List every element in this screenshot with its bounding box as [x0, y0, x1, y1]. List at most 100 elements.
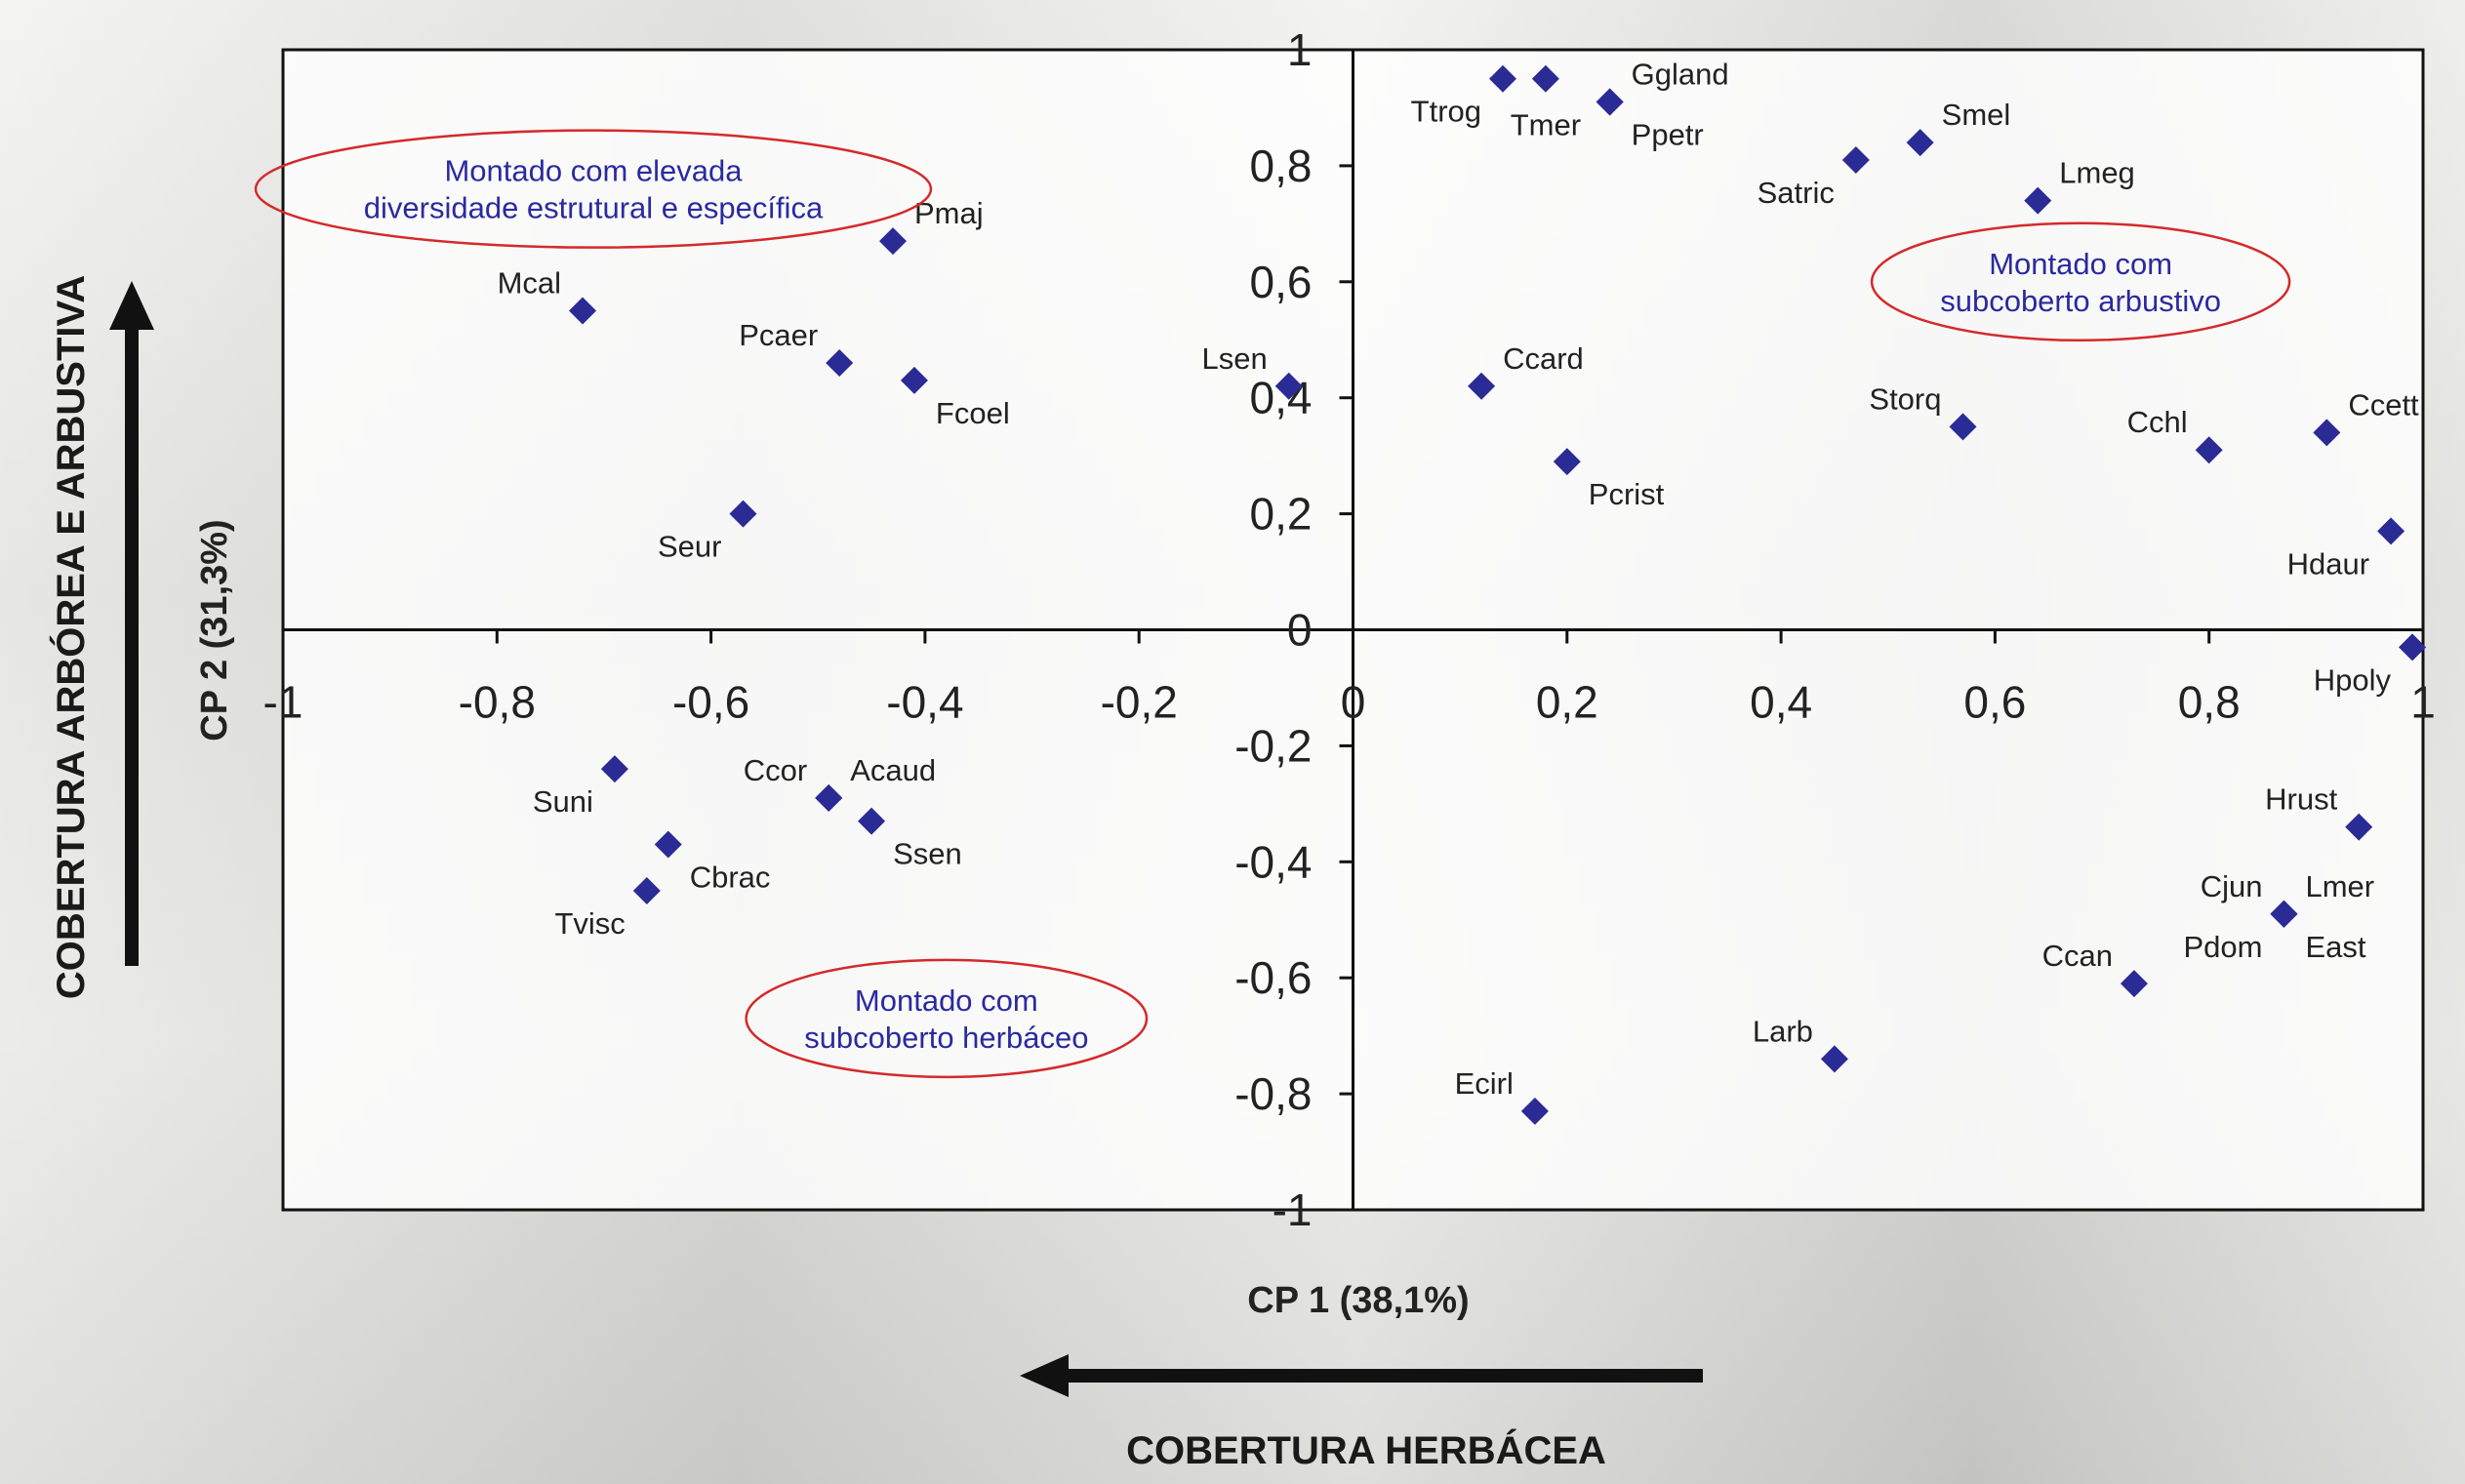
annotation-ellipse	[254, 129, 933, 249]
data-point-label: Lsen	[1201, 341, 1267, 376]
x-tick-label: 0,8	[2178, 677, 2241, 728]
y-tick-label: 0,4	[1250, 373, 1313, 423]
x-tick-label: -1	[263, 677, 303, 728]
data-point-label: Smel	[1942, 98, 2011, 132]
data-point-marker	[1489, 64, 1517, 93]
x-tick-label: 0,4	[1750, 677, 1812, 728]
data-point-marker	[1468, 372, 1496, 400]
data-point-marker	[858, 807, 886, 835]
annotation-text: subcoberto arbustivo	[1940, 284, 2221, 318]
x-tick-label: 0,2	[1536, 677, 1598, 728]
data-point-label: Ggland	[1632, 58, 1729, 92]
data-point-label: Larb	[1753, 1014, 1813, 1048]
data-point-marker	[1949, 413, 1977, 441]
annotation-text: Montado com elevada	[444, 154, 743, 188]
x-tick-label: -0,2	[1101, 677, 1178, 728]
data-point-label: Ssen	[893, 837, 962, 871]
y-tick-label: -0,6	[1234, 952, 1312, 1003]
data-point-marker	[815, 783, 843, 812]
x-tick-label: 0	[1341, 677, 1366, 728]
data-point-marker	[2345, 813, 2373, 841]
data-point-marker	[1906, 129, 1934, 157]
data-point-marker	[2377, 517, 2405, 545]
data-point-marker	[1520, 1097, 1549, 1125]
y-tick-label: 0,8	[1250, 140, 1313, 191]
vertical-side-title: COBERTURA ARBÓREA E ARBUSTIVA	[48, 275, 93, 999]
data-point-label: Hpoly	[2314, 662, 2392, 697]
data-point-label: Pcrist	[1589, 477, 1665, 511]
data-point-label: Hrust	[2265, 782, 2337, 817]
y-tick-label: -0,8	[1234, 1068, 1312, 1119]
data-point-marker	[2313, 419, 2341, 447]
data-point-label: Pcaer	[739, 318, 818, 352]
data-point-marker	[569, 297, 597, 325]
annotation-ellipse	[1870, 221, 2291, 342]
data-point-marker	[1553, 448, 1581, 476]
data-point-label: Lmer	[2305, 869, 2374, 903]
data-point-marker	[632, 877, 661, 905]
y-tick-label: -0,2	[1234, 720, 1312, 771]
data-point-label: Cjun	[2201, 869, 2263, 903]
data-point-label: Mcal	[498, 266, 561, 301]
data-point-label: East	[2305, 930, 2365, 964]
data-point-marker	[1531, 64, 1559, 93]
data-point-marker	[826, 349, 854, 378]
data-point-label: Storq	[1869, 381, 1941, 416]
data-point-marker	[654, 830, 682, 859]
data-point-label: Ppetr	[1632, 118, 1704, 152]
data-point-label: Cbrac	[690, 860, 771, 894]
data-point-marker	[2195, 436, 2223, 464]
annotation-text: Montado com	[855, 983, 1038, 1018]
y-tick-label: 0,2	[1250, 489, 1313, 540]
data-point-label: Seur	[658, 530, 721, 564]
data-point-marker	[2399, 633, 2427, 662]
y-tick-label: 0,6	[1250, 257, 1313, 307]
data-point-marker	[2270, 900, 2298, 928]
annotation-text: diversidade estrutural e específica	[364, 191, 824, 225]
data-point-marker	[1596, 88, 1624, 116]
data-point-marker	[2120, 970, 2148, 998]
x-tick-label: -0,8	[459, 677, 536, 728]
data-point-label: Satric	[1758, 176, 1835, 210]
data-point-label: Ecirl	[1455, 1066, 1514, 1101]
horizontal-arrow-head	[1020, 1354, 1069, 1397]
data-point-label: Tvisc	[554, 906, 625, 941]
data-point-label: Fcoel	[936, 396, 1010, 430]
data-point-marker	[729, 500, 757, 528]
horizontal-side-title: COBERTURA HERBÁCEA	[1126, 1428, 1606, 1472]
data-point-label: Pmaj	[914, 196, 984, 230]
y-tick-label: 1	[1287, 24, 1313, 75]
data-point-label: Suni	[533, 784, 593, 819]
data-point-label: Ccan	[2042, 939, 2113, 973]
data-point-label: Ttrog	[1411, 95, 1481, 129]
data-point-marker	[2024, 186, 2052, 215]
y-tick-label: -1	[1273, 1184, 1313, 1235]
data-point-label: Pdom	[2183, 930, 2262, 964]
annotation-ellipse	[745, 958, 1149, 1079]
data-point-label: Hdaur	[2287, 546, 2369, 581]
x-tick-label: 1	[2410, 677, 2436, 728]
data-point-label: Tmer	[1511, 108, 1581, 142]
data-point-marker	[879, 227, 908, 256]
data-point-label: Ccard	[1503, 341, 1584, 376]
x-tick-label: -0,6	[672, 677, 749, 728]
y-tick-label: -0,4	[1234, 836, 1312, 887]
x-tick-label: 0,6	[1963, 677, 2026, 728]
data-point-marker	[900, 366, 928, 394]
data-point-label: Cchl	[2127, 405, 2188, 439]
y-axis-title: CP 2 (31,3%)	[194, 519, 235, 741]
x-tick-label: -0,4	[886, 677, 963, 728]
y-tick-label: 0	[1287, 605, 1313, 656]
x-axis-title: CP 1 (38,1%)	[1247, 1280, 1469, 1321]
annotation-text: Montado com	[1989, 247, 2172, 281]
vertical-arrow-head	[109, 281, 154, 330]
data-point-label: Acaud	[850, 753, 936, 787]
data-point-marker	[1274, 372, 1303, 400]
data-point-marker	[600, 755, 628, 783]
annotation-text: subcoberto herbáceo	[804, 1021, 1088, 1055]
data-point-label: Lmeg	[2059, 156, 2135, 190]
data-point-marker	[1820, 1045, 1848, 1073]
data-point-label: Ccett	[2348, 387, 2419, 421]
